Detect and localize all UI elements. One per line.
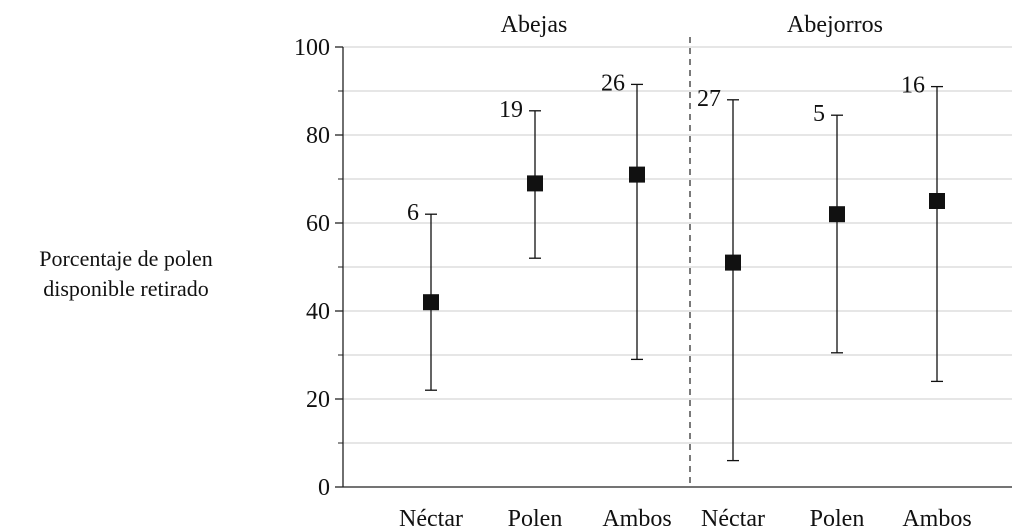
y-tick-label: 80 [306,123,330,149]
mean-marker [527,175,543,192]
x-category-label: Néctar [701,506,765,532]
x-category-label: Néctar [399,506,463,532]
sample-size-label: 5 [813,101,825,127]
y-tick-label: 40 [306,299,330,325]
sample-size-label: 16 [901,73,925,99]
mean-marker [725,254,741,271]
mean-marker [829,206,845,223]
x-category-label: Ambos [902,506,971,532]
y-axis-label: Porcentaje de polen disponible retirado [6,244,246,304]
x-category-label: Polen [508,506,563,532]
mean-marker [423,294,439,311]
y-tick-label: 0 [318,475,330,501]
y-tick-label: 20 [306,387,330,413]
group-title: Abejas [501,12,568,38]
sample-size-label: 27 [697,86,721,112]
x-category-label: Ambos [602,506,671,532]
sample-size-label: 6 [407,200,419,226]
x-category-label: Polen [810,506,865,532]
sample-size-label: 26 [601,70,625,96]
y-tick-label: 100 [294,35,330,61]
sample-size-label: 19 [499,97,523,123]
mean-marker [929,193,945,209]
y-tick-label: 60 [306,211,330,237]
mean-marker [629,166,645,183]
y-axis-label-line-2: disponible retirado [43,276,209,301]
y-axis-label-line-1: Porcentaje de polen [39,246,213,271]
group-title: Abejorros [787,12,883,38]
